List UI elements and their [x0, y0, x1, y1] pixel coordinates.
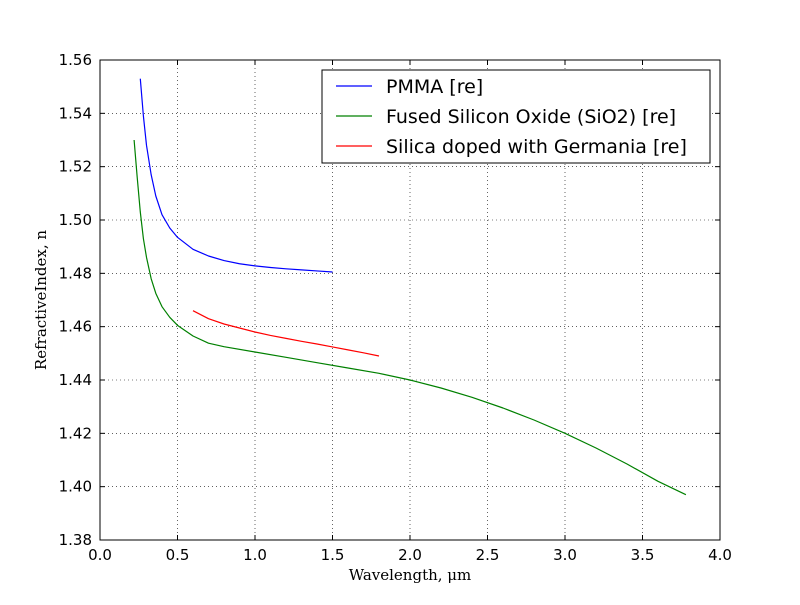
x-tick-label: 3.0 [553, 546, 577, 564]
legend-label-1: Fused Silicon Oxide (SiO2) [re] [386, 106, 676, 128]
y-tick-label: 1.48 [59, 264, 92, 282]
x-tick-label: 4.0 [708, 546, 732, 564]
x-tick-label: 1.5 [321, 546, 345, 564]
series-line-0 [139, 78, 333, 273]
legend: PMMA [re] Fused Silicon Oxide (SiO2) [re]… [321, 69, 711, 164]
legend-label-2: Silica doped with Germania [re] [386, 136, 687, 158]
series-line-2 [192, 310, 380, 357]
x-tick-label: 2.0 [398, 546, 422, 564]
y-tick-label: 1.42 [59, 424, 92, 442]
y-tick-label: 1.52 [59, 158, 92, 176]
y-tick-label: 1.46 [59, 318, 92, 336]
series-lines [133, 78, 687, 496]
y-tick-label: 1.40 [59, 478, 92, 496]
series-line-1 [133, 139, 687, 496]
y-tick-label: 1.54 [59, 104, 92, 122]
x-tick-label: 2.5 [476, 546, 500, 564]
x-tick-label: 1.0 [243, 546, 267, 564]
y-tick-label: 1.56 [59, 51, 92, 69]
y-tick-label: 1.50 [59, 211, 92, 229]
x-axis-label: Wavelength, μm [349, 566, 472, 584]
legend-label-0: PMMA [re] [386, 76, 483, 98]
y-tick-label: 1.44 [59, 371, 92, 389]
axis-ticks: 0.0 0.5 1.0 1.5 2.0 2.5 3.0 3.5 4.0 1.38 1.40 1.42 1… [59, 51, 732, 564]
x-tick-label: 3.5 [631, 546, 655, 564]
x-tick-label: 0.0 [88, 546, 112, 564]
x-tick-label: 0.5 [166, 546, 190, 564]
y-tick-label: 1.38 [59, 531, 92, 549]
y-axis-label: RefractiveIndex, n [32, 230, 50, 370]
legend-box [321, 69, 711, 164]
